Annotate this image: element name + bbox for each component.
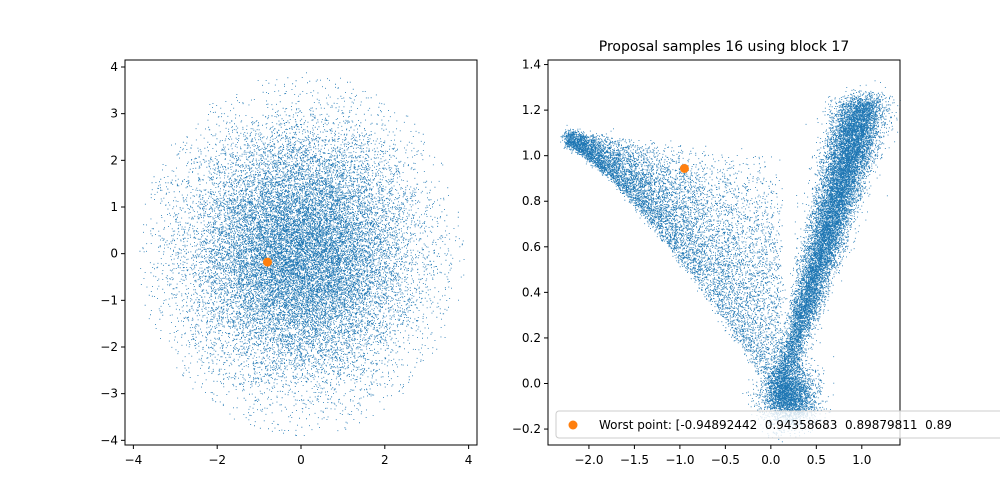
left-sample-points xyxy=(139,72,465,437)
x-tick-label: 4 xyxy=(465,453,473,467)
y-tick-label: −3 xyxy=(100,387,118,401)
right-worst-point-marker xyxy=(679,163,689,173)
y-tick-label: −1 xyxy=(100,293,118,307)
y-tick-label: 1.2 xyxy=(522,103,541,117)
x-tick-label: −2.0 xyxy=(574,453,603,467)
y-tick-label: 4 xyxy=(110,60,118,74)
right-y-ticks: −0.2 0.0 0.2 0.4 0.6 0.8 1.0 1.2 1.4 xyxy=(512,58,548,436)
y-tick-label: 1.0 xyxy=(522,149,541,163)
y-tick-label: 1.4 xyxy=(522,58,541,72)
y-tick-label: −0.2 xyxy=(512,422,541,436)
y-tick-label: 0.8 xyxy=(522,194,541,208)
x-tick-label: 1.0 xyxy=(852,453,871,467)
x-tick-label: −1.5 xyxy=(620,453,649,467)
x-tick-label: 0.5 xyxy=(807,453,826,467)
x-tick-label: −1.0 xyxy=(665,453,694,467)
y-tick-label: 0.4 xyxy=(522,285,541,299)
x-tick-label: −2 xyxy=(208,453,226,467)
y-tick-label: −4 xyxy=(100,433,118,447)
x-tick-label: 2 xyxy=(381,453,389,467)
y-tick-label: 2 xyxy=(110,153,118,167)
sample-points xyxy=(139,72,465,437)
legend-worst-point-marker xyxy=(568,420,578,430)
y-tick-label: 0.0 xyxy=(522,376,541,390)
x-tick-label: −0.5 xyxy=(711,453,740,467)
x-tick-label: 0 xyxy=(297,453,305,467)
right-scatter-plot: Proposal samples 16 using block 17 −2.0−… xyxy=(512,39,901,467)
left-y-ticks: −4 −3 −2 −1 0 1 2 3 4 xyxy=(100,60,125,447)
right-x-ticks: −2.0 −1.5 −1.0 −0.5 0.0 0.5 1.0 xyxy=(574,445,871,467)
right-axes-frame xyxy=(547,59,901,446)
y-tick-label: 3 xyxy=(110,107,118,121)
left-x-ticks: −4 −2 0 2 4 xyxy=(125,445,473,467)
left-worst-point-marker xyxy=(262,257,272,267)
y-tick-label: −2 xyxy=(100,340,118,354)
right-plot-title: Proposal samples 16 using block 17 xyxy=(599,39,849,55)
left-scatter-plot: −4 −2 0 2 4 −4 −3 −2 −1 0 1 2 3 4 xyxy=(100,59,478,467)
y-tick-label: 0.2 xyxy=(522,331,541,345)
y-tick-label: 0 xyxy=(110,247,118,261)
y-tick-label: 1 xyxy=(110,200,118,214)
sample-points xyxy=(560,80,901,446)
x-tick-label: 0.0 xyxy=(761,453,780,467)
y-tick-label: 0.6 xyxy=(522,240,541,254)
legend-label: Worst point: [-0.94892442 0.94358683 0.8… xyxy=(599,418,952,432)
right-sample-points xyxy=(560,80,901,446)
x-tick-label: −4 xyxy=(125,453,143,467)
legend-box xyxy=(555,410,1000,439)
legend: Worst point: [-0.94892442 0.94358683 0.8… xyxy=(555,410,1000,439)
